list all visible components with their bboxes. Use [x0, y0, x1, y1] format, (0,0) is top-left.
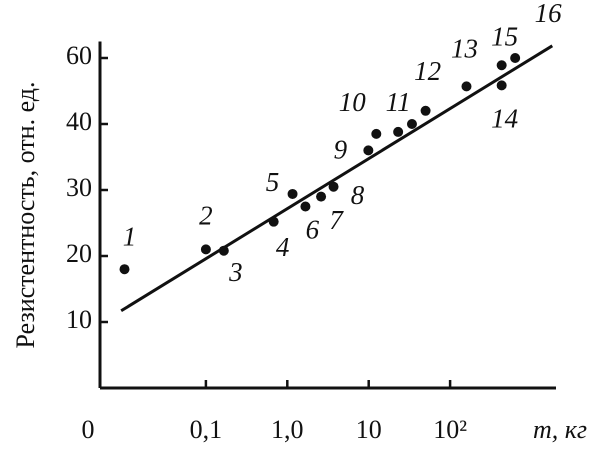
point	[200, 244, 211, 255]
point	[393, 126, 404, 137]
y-tick-label: 40	[66, 107, 92, 136]
point	[461, 81, 472, 92]
point-label: 9	[334, 135, 348, 165]
point-label: 5	[266, 167, 280, 197]
point	[316, 191, 327, 202]
x-tick-label: 0,1	[190, 415, 223, 444]
y-tick-label: 20	[66, 239, 92, 268]
x-tick-label: 10	[356, 415, 382, 444]
point	[300, 201, 311, 212]
point	[406, 119, 417, 129]
point	[218, 245, 229, 256]
point-label: 2	[199, 201, 213, 231]
point-label: 6	[306, 215, 320, 245]
point-label: 11	[386, 87, 411, 117]
point-label: 1	[123, 221, 137, 251]
y-tick-label: 30	[66, 173, 92, 202]
point-label: 14	[491, 104, 518, 134]
x-tick-label: 10²	[433, 415, 467, 444]
x-tick-label: 1,0	[271, 415, 304, 444]
point	[510, 53, 521, 63]
point-label: 8	[351, 180, 365, 210]
point-label: 15	[491, 21, 518, 51]
fit-line	[120, 44, 554, 313]
point	[371, 128, 382, 139]
point-label: 7	[329, 205, 344, 235]
y-tick-label: 60	[66, 41, 92, 70]
y-tick-label: 10	[66, 305, 92, 334]
point	[328, 181, 339, 192]
point-label: 12	[414, 56, 441, 86]
point-label: 3	[228, 257, 243, 287]
point-label: 16	[535, 0, 563, 28]
point-label: 10	[339, 87, 367, 117]
point	[268, 216, 279, 227]
point	[496, 60, 507, 71]
point	[363, 145, 374, 156]
x-origin-label: 0	[82, 415, 95, 444]
point	[496, 80, 507, 91]
point	[119, 264, 130, 275]
point-label: 13	[451, 34, 478, 64]
point	[420, 105, 431, 116]
point-label: 4	[276, 232, 290, 262]
point	[287, 188, 298, 199]
y-axis-label: Резистентность, отн. ед.	[11, 81, 40, 348]
x-axis-label: m, кг	[533, 415, 587, 444]
